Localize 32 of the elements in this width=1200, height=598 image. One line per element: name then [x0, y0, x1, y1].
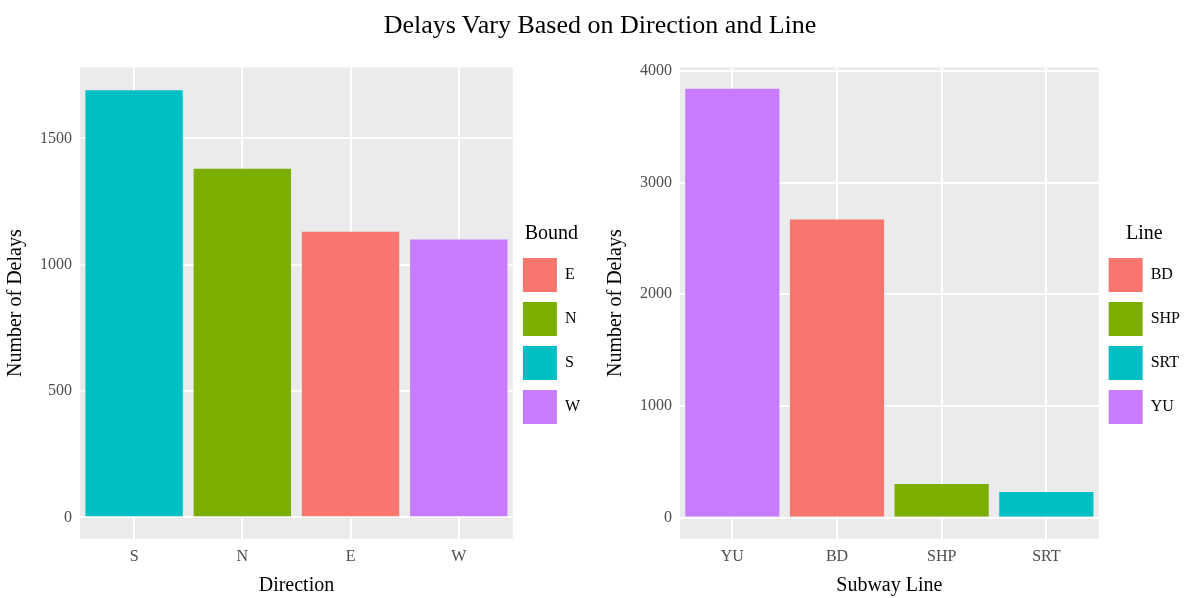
y-axis-title: Number of Delays [3, 229, 27, 378]
legend-label: BD [1150, 265, 1173, 283]
x-tick-label: S [129, 546, 139, 564]
x-axis-title: Direction [258, 573, 335, 596]
x-tick-label: SRT [1032, 546, 1061, 564]
legend-label: SHP [1150, 309, 1181, 327]
legend-label: YU [1150, 397, 1175, 415]
x-tick-label: W [451, 546, 468, 564]
y-axis-title: Number of Delays [603, 229, 627, 378]
y-tick-label: 1000 [40, 254, 72, 272]
y-tick-label: 1500 [40, 128, 72, 146]
x-tick-label: BD [825, 546, 849, 564]
y-tick-label: 2000 [640, 284, 672, 302]
legend-label: E [564, 265, 575, 283]
x-axis-title: Subway Line [836, 573, 943, 597]
legend-title: Bound [524, 221, 579, 244]
legend-label: S [564, 353, 574, 371]
legend-label: N [564, 309, 577, 327]
y-tick-label: 0 [64, 507, 72, 525]
y-tick-label: 4000 [640, 61, 672, 79]
x-tick-label: SHP [926, 546, 957, 564]
x-tick-label: E [345, 546, 356, 564]
y-tick-label: 3000 [640, 172, 672, 190]
y-tick-label: 0 [664, 507, 672, 525]
x-tick-label: YU [720, 546, 745, 564]
y-tick-label: 1000 [640, 396, 672, 414]
x-tick-label: N [236, 546, 249, 564]
y-tick-label: 500 [48, 381, 72, 399]
legend-title: Line [1126, 221, 1163, 244]
legend-label: SRT [1150, 353, 1180, 371]
text: Delays Vary Based on Direction and Line [383, 10, 817, 40]
legend-label: W [564, 397, 581, 415]
